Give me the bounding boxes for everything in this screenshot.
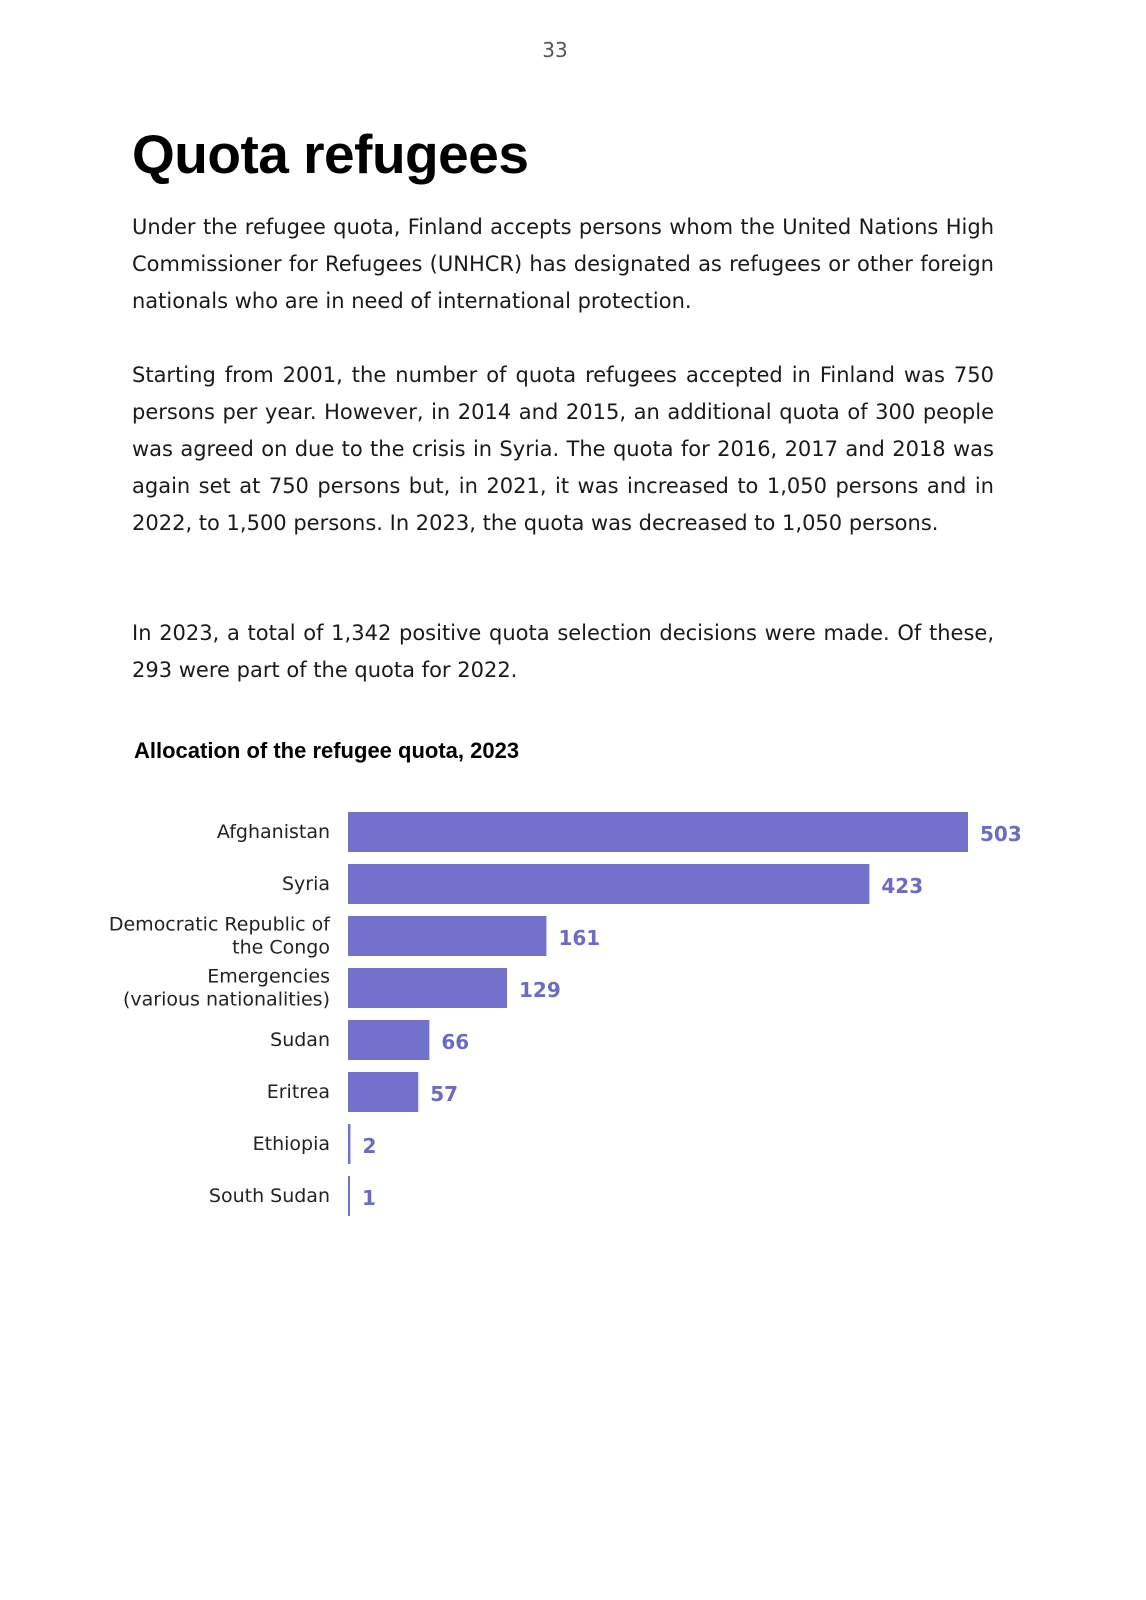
value-label-0: 503	[980, 822, 1022, 846]
bar-6	[348, 1124, 351, 1164]
bar-4	[348, 1020, 430, 1060]
bar-chart: 503 Afghanistan 423 Syria 161 Democratic Repu…	[109, 812, 1022, 1216]
value-label-7: 1	[362, 1186, 376, 1210]
bar-3	[348, 968, 508, 1008]
category-label-1: Syria	[282, 873, 330, 895]
category-label-7: South Sudan	[209, 1185, 330, 1207]
value-label-2: 161	[558, 926, 600, 950]
body-paragraph-1: Under the refugee quota, Finland accepts…	[132, 215, 994, 313]
bar-2	[348, 916, 547, 956]
value-label-6: 2	[362, 1134, 376, 1158]
bar-5	[348, 1072, 419, 1112]
body-paragraph-2: Starting from 2001, the number of quota …	[132, 363, 994, 535]
category-label-4: Sudan	[270, 1029, 330, 1051]
page-title: Quota refugees	[132, 123, 529, 185]
bar-0	[348, 812, 968, 852]
page-number: 33	[542, 38, 568, 62]
bar-1	[348, 864, 870, 904]
chart-title: Allocation of the refugee quota, 2023	[134, 738, 520, 763]
bar-7	[348, 1176, 350, 1216]
value-label-1: 423	[881, 874, 923, 898]
value-label-4: 66	[441, 1030, 469, 1054]
value-label-5: 57	[430, 1082, 458, 1106]
category-label-5: Eritrea	[267, 1081, 330, 1103]
value-label-3: 129	[519, 978, 561, 1002]
category-label-3: Emergencies (various nationalities)	[123, 966, 330, 1011]
category-label-0: Afghanistan	[217, 821, 330, 843]
category-label-6: Ethiopia	[253, 1133, 330, 1155]
body-paragraph-3: In 2023, a total of 1,342 positive quota…	[132, 621, 994, 682]
category-label-2: Democratic Republic of the Congo	[109, 914, 331, 959]
